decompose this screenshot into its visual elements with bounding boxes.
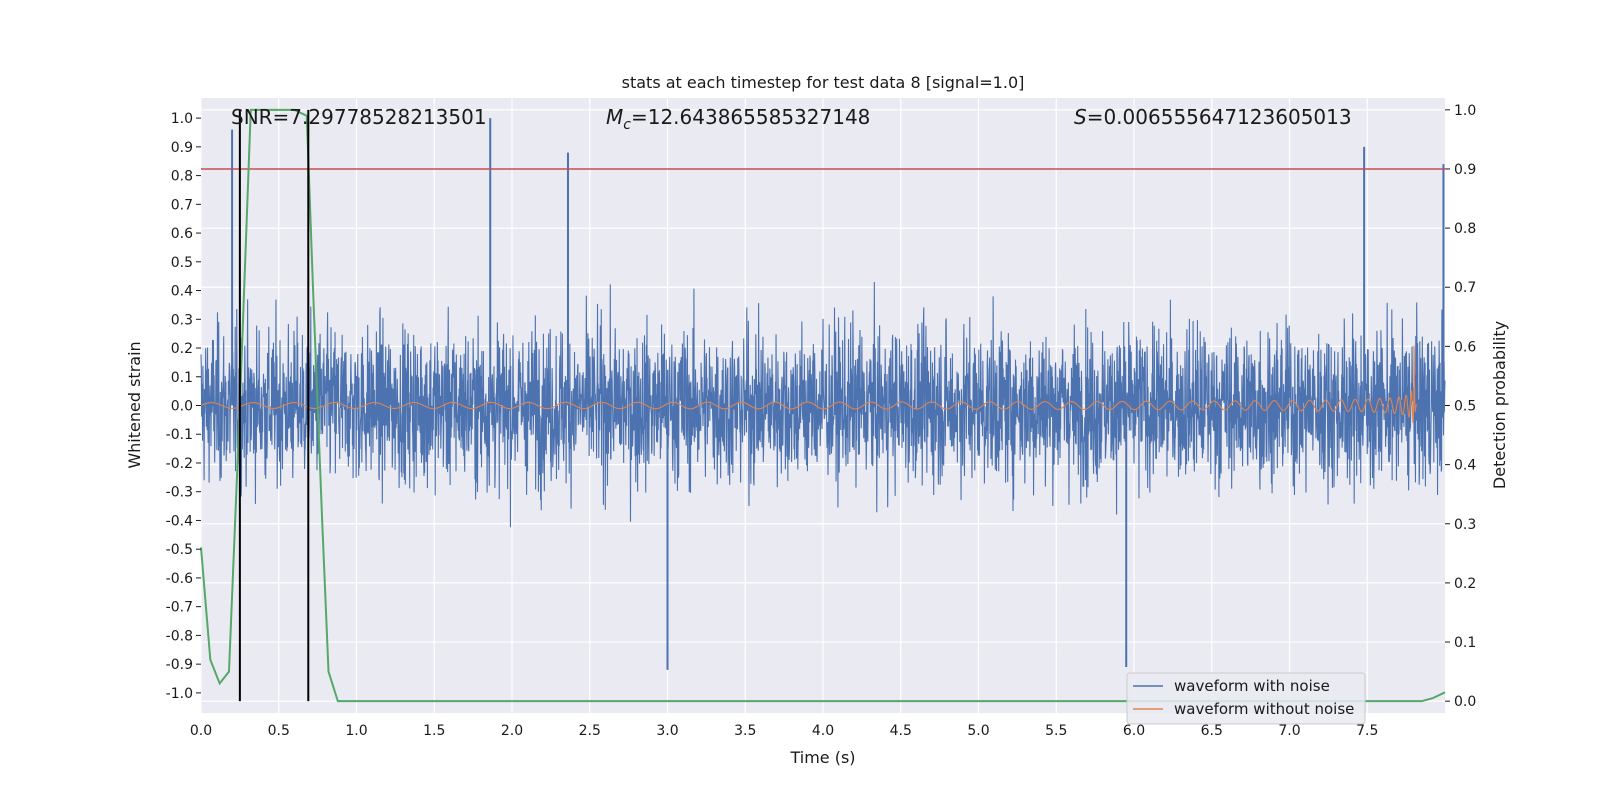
x-tick-label: 7.0 xyxy=(1278,723,1300,739)
left-axis: 1.0 0.9 0.8 0.7 0.6 0.5 0.4 0.3 0.2 0.1 0.0 -0.1 -0.… xyxy=(166,111,201,702)
y-right-tick-label: 0.0 xyxy=(1454,694,1476,710)
y-left-tick-label: -0.7 xyxy=(166,600,193,616)
y-left-tick-label: 0.6 xyxy=(171,226,193,242)
series-noise xyxy=(200,118,1446,670)
chart-title: stats at each timestep for test data 8 [… xyxy=(622,73,1025,92)
x-tick-label: 3.5 xyxy=(734,723,756,739)
s-annotation: S=0.006555647123605013 xyxy=(1074,105,1352,129)
legend-box xyxy=(1126,672,1366,725)
y-left-tick-label: 0.1 xyxy=(171,370,193,386)
y-left-tick-label: 0.4 xyxy=(171,284,193,300)
x-tick-label: 0.5 xyxy=(268,723,290,739)
x-tick-label: 6.5 xyxy=(1201,723,1223,739)
x-tick-label: 4.0 xyxy=(812,723,834,739)
y-left-tick-label: 0.3 xyxy=(171,312,193,328)
x-tick-label: 5.5 xyxy=(1045,723,1067,739)
x-tick-label: 2.5 xyxy=(579,723,601,739)
y-left-tick-label: -0.3 xyxy=(166,485,193,501)
mc-subscript: c xyxy=(623,117,631,133)
x-axis: 0.0 0.5 1.0 1.5 2.0 2.5 3.0 3.5 4.0 4.5 5.0 5.5 6.0 6… xyxy=(190,723,1379,739)
y-axis-label-left: Whitened strain xyxy=(125,341,144,468)
mc-symbol: M xyxy=(606,105,623,129)
y-left-tick-label: -0.4 xyxy=(166,513,193,529)
snr-annotation: SNR=7.29778528213501 xyxy=(231,105,487,129)
y-right-tick-label: 0.6 xyxy=(1454,339,1476,355)
right-axis: 1.0 0.9 0.8 0.7 0.6 0.5 0.4 0.3 0.2 0.1 0.0 xyxy=(1445,103,1476,710)
y-left-tick-label: -0.2 xyxy=(166,456,193,472)
y-right-tick-label: 1.0 xyxy=(1454,103,1476,119)
y-right-tick-label: 0.9 xyxy=(1454,162,1476,178)
y-left-tick-label: 0.8 xyxy=(171,169,193,185)
y-left-tick-label: 1.0 xyxy=(171,111,193,127)
y-right-tick-label: 0.5 xyxy=(1454,399,1476,415)
y-right-tick-label: 0.2 xyxy=(1454,576,1476,592)
chirp-line xyxy=(200,345,1418,424)
x-axis-label: Time (s) xyxy=(789,748,855,767)
mc-annotation: Mc=12.643865585327148 xyxy=(606,105,870,133)
y-right-tick-label: 0.8 xyxy=(1454,221,1476,237)
y-left-tick-label: 0.2 xyxy=(171,341,193,357)
y-axis-label-right: Detection probability xyxy=(1490,321,1509,489)
x-tick-label: 7.5 xyxy=(1356,723,1378,739)
legend-label-clean: waveform without noise xyxy=(1174,700,1354,718)
x-tick-label: 3.0 xyxy=(656,723,678,739)
mc-value: =12.643865585327148 xyxy=(631,105,870,129)
x-tick-label: 1.0 xyxy=(345,723,367,739)
x-tick-label: 0.0 xyxy=(190,723,212,739)
y-left-tick-label: 0.5 xyxy=(171,255,193,271)
legend: waveform with noise waveform without noi… xyxy=(1126,672,1366,725)
y-left-tick-label: 0.0 xyxy=(171,399,193,415)
vertical-markers xyxy=(238,109,310,702)
x-tick-label: 4.5 xyxy=(890,723,912,739)
y-right-tick-label: 0.4 xyxy=(1454,458,1476,474)
y-left-tick-label: -0.8 xyxy=(166,628,193,644)
s-value: =0.006555647123605013 xyxy=(1087,105,1352,129)
x-tick-label: 5.0 xyxy=(967,723,989,739)
s-symbol: S xyxy=(1074,105,1087,129)
x-tick-label: 2.0 xyxy=(501,723,523,739)
y-right-tick-label: 0.3 xyxy=(1454,517,1476,533)
y-right-tick-label: 0.1 xyxy=(1454,635,1476,651)
y-left-tick-label: -1.0 xyxy=(166,686,193,702)
y-left-tick-label: -0.9 xyxy=(166,657,193,673)
y-right-tick-label: 0.7 xyxy=(1454,280,1476,296)
legend-label-noise: waveform with noise xyxy=(1174,677,1330,695)
noise-line xyxy=(200,281,1446,528)
y-left-tick-label: -0.5 xyxy=(166,542,193,558)
x-tick-label: 6.0 xyxy=(1123,723,1145,739)
y-left-tick-label: 0.9 xyxy=(171,140,193,156)
series-chirp xyxy=(200,345,1418,424)
y-left-tick-label: -0.6 xyxy=(166,571,193,587)
y-left-tick-label: 0.7 xyxy=(171,197,193,213)
x-tick-label: 1.5 xyxy=(423,723,445,739)
y-left-tick-label: -0.1 xyxy=(166,427,193,443)
